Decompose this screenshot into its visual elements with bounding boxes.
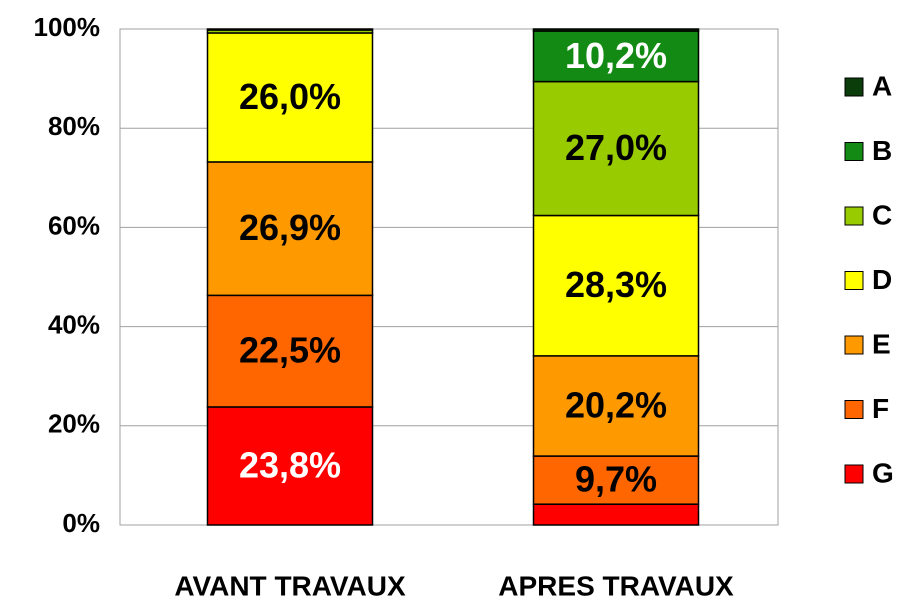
x-tick-label: APRES TRAVAUX [498,570,734,601]
bar-segment [206,294,374,408]
legend-label: F [872,393,889,424]
data-label: 28,3% [565,264,667,305]
y-tick-label: 40% [48,309,100,339]
bar-segment [206,161,374,297]
data-label: 22,5% [239,330,341,371]
data-label: 26,0% [239,76,341,117]
legend-swatch [844,271,864,290]
legend-label: A [872,70,892,101]
data-label: 20,2% [565,384,667,425]
y-tick-label: 60% [48,210,100,240]
legend-swatch [844,400,864,419]
legend-label: E [872,328,891,359]
legend-swatch [844,77,864,97]
data-label: 10,2% [565,35,667,76]
bar-segment [532,28,700,32]
data-label: 26,9% [239,207,341,248]
data-label: 27,0% [565,127,667,168]
plot-border [119,28,779,526]
legend-label: C [872,199,892,230]
bar-segment [532,80,700,217]
data-label: 23,8% [239,444,341,485]
legend-label: B [872,135,892,166]
bar-segment [532,355,700,457]
data-label: 9,7% [575,459,657,500]
y-tick-label: 0% [62,508,100,538]
legend-swatch [844,206,864,226]
bar-segment [532,503,700,526]
y-tick-label: 80% [48,111,100,141]
x-tick-label: AVANT TRAVAUX [174,570,406,601]
legend-swatch [844,142,864,161]
y-tick-label: 100% [34,12,101,42]
y-tick-label: 20% [48,409,100,439]
bar-segment [206,28,374,31]
bar-segment [206,32,374,163]
bar-segment [532,30,700,83]
legend-swatch [844,335,864,355]
legend-label: G [872,457,894,488]
legend-label: D [872,264,892,295]
legend-swatch [844,464,864,484]
